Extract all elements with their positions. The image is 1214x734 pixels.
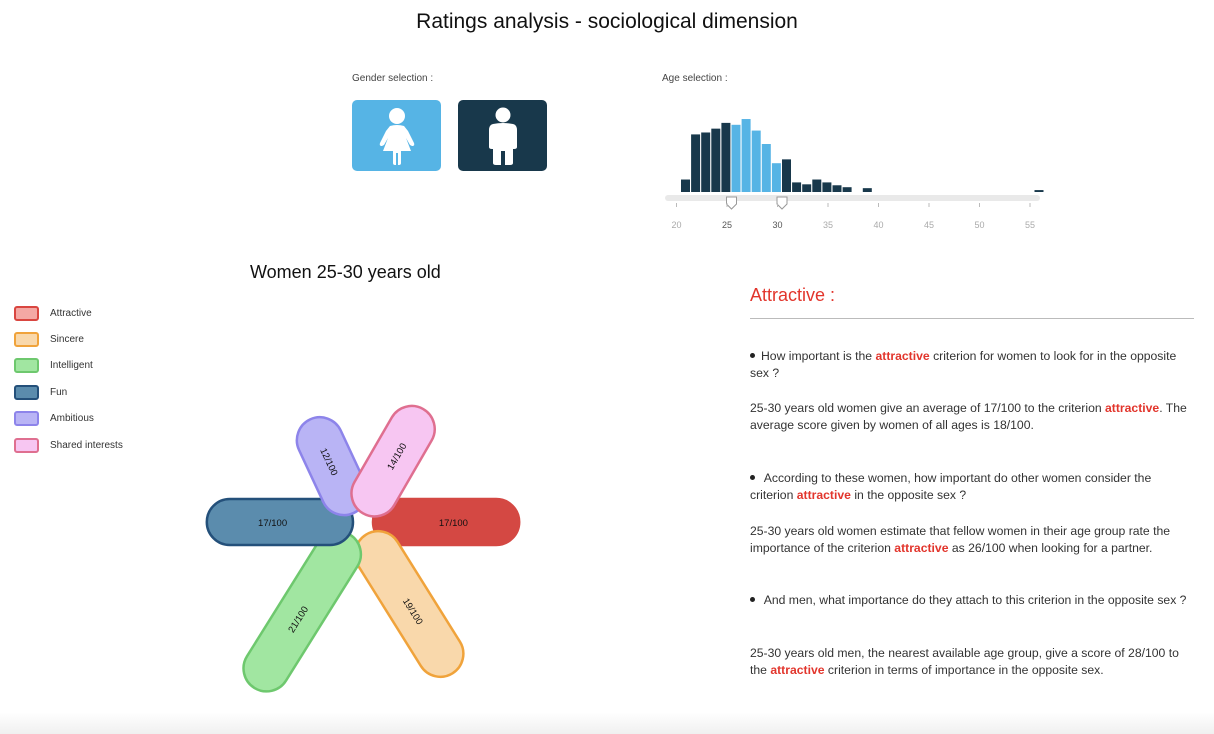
legend-swatch: [14, 331, 39, 347]
age-slider-handle-max: [776, 196, 788, 210]
age-bar-30: [782, 159, 791, 192]
age-bar-27: [751, 130, 761, 192]
male-icon: [488, 107, 517, 165]
petal-value-label: 17/100: [258, 518, 287, 529]
legend-item-fun[interactable]: Fun: [14, 382, 67, 402]
petal-ambitious: 12/100: [295, 416, 369, 517]
panel-title: Attractive :: [750, 285, 1194, 319]
age-tick-label: 55: [1025, 220, 1035, 230]
legend-item-attractive[interactable]: Attractive: [14, 303, 92, 323]
bullet-icon: [750, 597, 755, 603]
question-3: And men, what importance do they attach …: [750, 592, 1195, 609]
legend-item-sincere[interactable]: Sincere: [14, 329, 84, 349]
age-slider-track: [665, 195, 1040, 201]
answer-2: 25-30 years old women estimate that fell…: [750, 524, 1171, 555]
legend-label: Sincere: [50, 333, 84, 345]
petal-shape: [350, 404, 436, 518]
age-bar-23: [711, 128, 721, 192]
question-2: According to these women, how important …: [750, 471, 1152, 502]
petal-attractive: 17/100: [371, 497, 521, 547]
age-bar-29: [771, 163, 781, 192]
age-bar-33: [812, 179, 822, 192]
age-bar-34: [822, 182, 832, 192]
age-tick-label: 50: [974, 220, 984, 230]
gender-female-button[interactable]: [352, 100, 441, 171]
gender-male-button[interactable]: [458, 100, 547, 171]
criterion-panel: Attractive : How important is the attrac…: [750, 285, 1195, 677]
age-bar-21: [691, 134, 701, 192]
age-tick-label: 45: [924, 220, 934, 230]
bullet-icon: [750, 475, 755, 481]
age-tick-label: 35: [823, 220, 833, 230]
age-selection-label: Age selection :: [662, 73, 728, 84]
age-bar-20: [681, 179, 690, 192]
page-title: Ratings analysis - sociological dimensio…: [416, 10, 798, 33]
age-tick-label: 30: [772, 220, 782, 230]
answer-1: 25-30 years old women give an average of…: [750, 401, 1187, 432]
age-tick-label: 40: [873, 220, 883, 230]
chart-title: Women 25-30 years old: [250, 262, 441, 282]
age-tick-label: 20: [671, 220, 681, 230]
legend-swatch: [14, 305, 39, 321]
age-bar-25: [731, 124, 741, 192]
age-bar-31: [792, 182, 802, 192]
age-histogram[interactable]: 20 25 30 35 40 45 50 55: [660, 105, 1050, 235]
legend-item-intelligent[interactable]: Intelligent: [14, 356, 93, 376]
legend-label: Intelligent: [50, 360, 93, 372]
age-bar-32: [802, 184, 812, 192]
age-bar-24: [721, 122, 731, 192]
petal-shared-interests: 14/100: [350, 404, 436, 518]
petal-shape: [295, 416, 369, 517]
age-bar-26: [741, 119, 751, 192]
petal-shape: [371, 497, 521, 547]
petal-shape: [353, 529, 465, 679]
legend-label: Attractive: [50, 307, 92, 319]
legend-item-shared-interests[interactable]: Shared interests: [14, 435, 123, 455]
legend-swatch: [14, 411, 39, 427]
legend-item-ambitious[interactable]: Ambitious: [14, 409, 94, 429]
female-icon: [379, 107, 414, 165]
age-bar-36: [842, 187, 852, 192]
age-bar-55: [1034, 190, 1044, 192]
legend-swatch: [14, 384, 39, 400]
legend-swatch: [14, 437, 39, 453]
legend-swatch: [14, 358, 39, 374]
petal-intelligent: 21/100: [242, 529, 363, 693]
gender-selection-label: Gender selection :: [352, 73, 434, 84]
age-slider-handle-min: [726, 196, 737, 210]
petal-shape: [205, 497, 355, 547]
petal-sincere: 19/100: [353, 529, 465, 679]
legend-label: Shared interests: [50, 439, 123, 451]
age-bar-22: [701, 132, 711, 192]
age-bar-38: [862, 188, 872, 192]
legend-label: Fun: [50, 386, 68, 398]
answer-3: 25-30 years old men, the nearest availab…: [750, 646, 1179, 677]
bullet-icon: [750, 353, 755, 359]
age-bar-28: [761, 144, 771, 192]
legend-label: Ambitious: [50, 413, 94, 425]
petal-fun: 17/100: [205, 497, 355, 547]
question-1: How important is the attractive criterio…: [750, 349, 1177, 380]
age-tick-label: 25: [722, 220, 732, 230]
petal-value-label: 17/100: [439, 518, 468, 529]
age-bar-35: [832, 185, 842, 192]
bottom-shadow: [0, 712, 1214, 734]
